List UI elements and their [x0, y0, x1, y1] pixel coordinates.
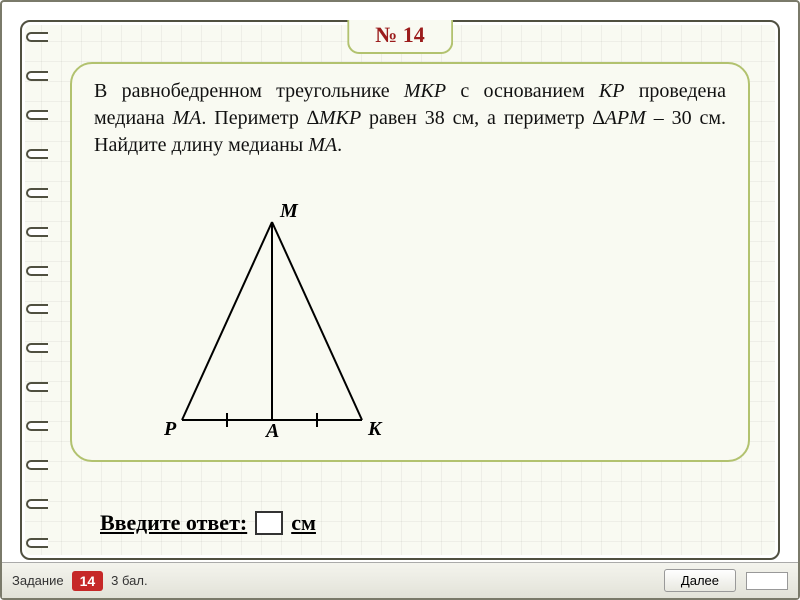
problem-card: В равнобедренном треугольнике MKP с осно…	[70, 62, 750, 462]
spiral-binding	[26, 32, 48, 548]
footer-bar: Задание 14 3 бал. Далее	[2, 562, 798, 598]
task-number-badge: 14	[72, 571, 104, 591]
problem-number-tab: № 14	[347, 20, 453, 54]
app-frame: № 14 В равнобедренном треугольнике MKP с…	[0, 0, 800, 600]
answer-input[interactable]	[255, 511, 283, 535]
vertex-label-P: P	[164, 418, 176, 441]
triangle-diagram: MPKA	[142, 210, 402, 450]
diagram-svg	[142, 210, 402, 450]
answer-row: Введите ответ: см	[100, 510, 316, 536]
points-label: 3 бал.	[111, 573, 147, 588]
vertex-label-M: M	[280, 200, 298, 223]
vertex-label-K: K	[368, 418, 381, 441]
vertex-label-A: A	[266, 420, 279, 443]
footer-status-box	[746, 572, 788, 590]
answer-prompt: Введите ответ:	[100, 510, 247, 536]
answer-unit: см	[291, 510, 316, 536]
next-button[interactable]: Далее	[664, 569, 736, 592]
problem-text: В равнобедренном треугольнике MKP с осно…	[94, 78, 726, 159]
task-label: Задание	[12, 573, 64, 588]
notebook-page: № 14 В равнобедренном треугольнике MKP с…	[20, 20, 780, 560]
